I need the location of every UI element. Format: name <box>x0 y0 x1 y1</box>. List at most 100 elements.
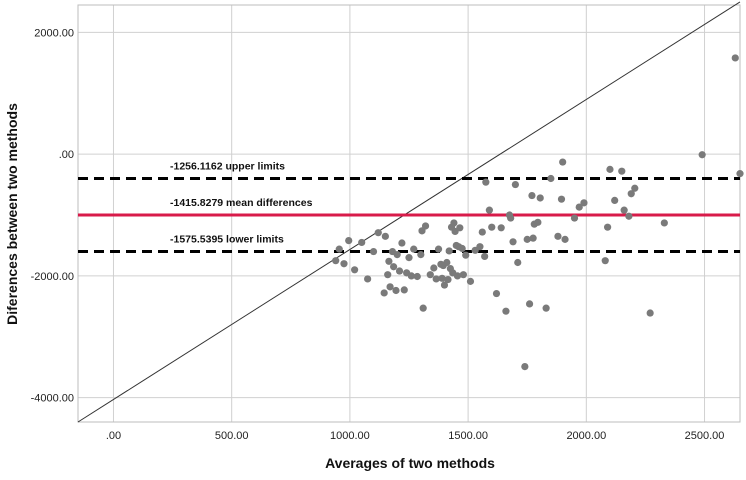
data-point <box>536 194 544 202</box>
y-tick-label: -2000.00 <box>31 271 74 283</box>
data-point <box>620 206 628 214</box>
data-point <box>462 251 470 259</box>
data-point <box>736 170 744 178</box>
x-tick-label: 2500.00 <box>685 430 725 442</box>
data-point <box>502 307 510 315</box>
data-point <box>444 275 452 284</box>
data-point <box>450 219 458 227</box>
data-point <box>332 257 340 265</box>
data-point <box>627 190 635 198</box>
data-point <box>482 178 490 186</box>
data-point <box>407 272 415 280</box>
data-point <box>559 158 567 166</box>
data-point <box>525 300 534 308</box>
data-point <box>417 250 425 259</box>
data-point <box>459 271 467 279</box>
data-point <box>410 245 418 253</box>
data-point <box>529 234 537 242</box>
data-point <box>542 304 550 312</box>
identity-diagonal-line <box>77 1 741 423</box>
y-tick-label: -4000.00 <box>31 393 74 405</box>
data-point <box>364 275 372 283</box>
data-point <box>481 252 489 261</box>
x-tick-label: 2000.00 <box>566 430 606 442</box>
data-point <box>731 54 739 62</box>
data-point <box>646 309 654 317</box>
data-point <box>426 271 434 279</box>
y-tick-label: 2000.00 <box>34 27 74 39</box>
data-point <box>521 363 529 371</box>
data-point <box>384 271 392 279</box>
data-point <box>575 203 583 211</box>
data-point <box>523 235 531 243</box>
data-point <box>606 165 614 173</box>
data-point <box>395 267 404 275</box>
data-point <box>421 222 430 230</box>
data-point <box>430 264 438 272</box>
data-point <box>698 151 706 159</box>
x-tick-label: 1000.00 <box>330 430 370 442</box>
data-point <box>380 289 388 297</box>
data-point <box>351 266 359 274</box>
data-point <box>413 272 421 281</box>
data-point <box>476 243 484 251</box>
points-layer <box>332 54 744 371</box>
data-point <box>400 286 408 294</box>
y-tick-label: .00 <box>59 149 74 161</box>
data-point <box>466 277 475 285</box>
data-point <box>456 224 464 232</box>
data-point <box>488 223 496 231</box>
data-point <box>631 184 639 192</box>
data-point <box>434 245 443 253</box>
data-point <box>557 195 566 203</box>
data-point <box>601 257 609 265</box>
reference-line-label: -1256.1162 upper limits <box>170 160 285 172</box>
data-point <box>478 228 486 236</box>
data-point <box>528 191 536 200</box>
data-point <box>570 214 579 222</box>
data-point <box>392 286 400 295</box>
data-point <box>345 236 353 245</box>
data-point <box>561 235 569 243</box>
data-point <box>534 218 542 226</box>
data-point <box>660 219 668 227</box>
data-point <box>385 257 393 265</box>
x-tick-label: 500.00 <box>215 430 249 442</box>
data-point <box>374 229 382 237</box>
data-point <box>580 199 588 207</box>
data-point <box>514 258 522 267</box>
data-point <box>611 196 619 205</box>
data-point <box>340 260 348 268</box>
data-point <box>335 245 343 253</box>
x-tick-label: .00 <box>106 430 121 442</box>
data-point <box>386 283 394 291</box>
data-point <box>443 258 451 267</box>
data-point <box>419 304 427 312</box>
data-point <box>438 274 446 282</box>
y-axis-label: Diferences between two methods <box>4 103 20 325</box>
data-point <box>511 180 519 189</box>
data-point <box>369 247 378 256</box>
data-point <box>554 232 562 240</box>
data-point <box>507 214 515 222</box>
tick-labels-layer: .00 500.00 1000.00 1500.00 2000.00 2500.00 200… <box>31 27 725 442</box>
diagonal-layer <box>77 1 741 423</box>
data-point <box>453 272 462 280</box>
reference-line-label: -1415.8279 mean differences <box>170 197 313 209</box>
data-point <box>393 250 401 259</box>
plot-frame <box>77 4 741 423</box>
data-point <box>509 238 517 246</box>
data-point <box>547 174 555 183</box>
data-point <box>398 239 406 247</box>
data-point <box>492 289 501 298</box>
data-point <box>381 232 389 240</box>
data-point <box>445 247 453 255</box>
data-point <box>432 275 440 283</box>
data-point <box>458 244 466 253</box>
x-tick-label: 1500.00 <box>448 430 488 442</box>
reference-lines-layer: -1256.1162 upper limits -1415.8279 mean d… <box>78 160 740 254</box>
x-axis-label: Averages of two methods <box>325 455 495 471</box>
data-point <box>618 167 626 175</box>
